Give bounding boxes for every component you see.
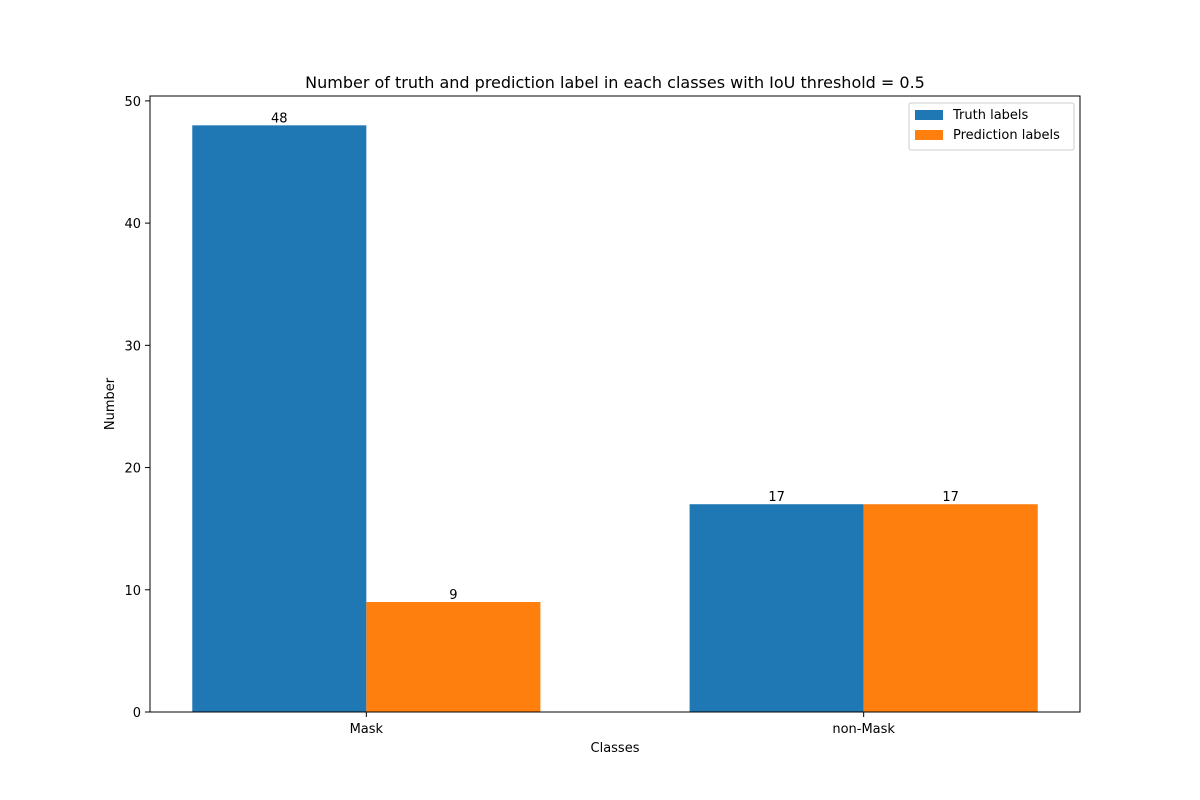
legend-label-prediction-labels: Prediction labels bbox=[953, 128, 1060, 143]
y-tick-label-40: 40 bbox=[124, 217, 141, 232]
y-tick-label-50: 50 bbox=[124, 95, 141, 110]
bar-prediction-labels-mask bbox=[366, 602, 541, 712]
data-label-truth-labels-non-mask: 17 bbox=[768, 490, 785, 505]
legend-box bbox=[908, 102, 1075, 151]
y-tick-label-10: 10 bbox=[124, 584, 141, 599]
data-label-prediction-labels-non-mask: 17 bbox=[942, 490, 959, 505]
y-axis: 0 10 20 30 40 50 bbox=[124, 95, 150, 721]
bar-truth-labels-non-mask bbox=[689, 504, 864, 712]
bar-truth-labels-mask bbox=[192, 125, 367, 713]
data-label-prediction-labels-mask: 9 bbox=[449, 588, 457, 603]
bar-prediction-labels-non-mask bbox=[863, 504, 1038, 712]
legend-swatch-prediction-labels bbox=[915, 130, 943, 140]
x-axis-label: Classes bbox=[591, 741, 640, 756]
bars-layer bbox=[192, 125, 1038, 713]
y-axis-label: Number bbox=[103, 377, 118, 430]
x-tick-label-non-mask: non-Mask bbox=[832, 722, 895, 737]
y-tick-label-30: 30 bbox=[124, 339, 141, 354]
legend-swatch-truth-labels bbox=[915, 110, 943, 120]
plot-frame bbox=[149, 95, 1081, 713]
data-label-truth-labels-mask: 48 bbox=[271, 111, 288, 126]
data-labels-layer: 48 17 9 17 bbox=[271, 111, 959, 603]
legend-label-truth-labels: Truth labels bbox=[952, 108, 1029, 123]
x-tick-label-mask: Mask bbox=[350, 722, 384, 737]
y-tick-label-20: 20 bbox=[124, 462, 141, 477]
x-axis: Mask non-Mask bbox=[350, 712, 895, 737]
legend: Truth labels Prediction labels bbox=[908, 102, 1075, 151]
chart-title: Number of truth and prediction label in … bbox=[305, 73, 925, 92]
y-tick-label-0: 0 bbox=[133, 706, 141, 721]
